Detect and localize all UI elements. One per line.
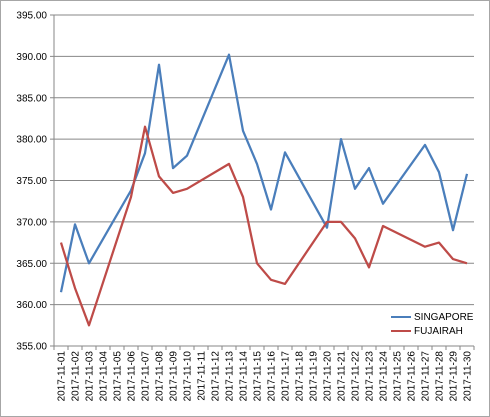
x-tick-label: 2017-11-15 bbox=[253, 351, 264, 402]
x-tick-label: 2017-11-18 bbox=[295, 351, 306, 402]
x-tick-label: 2017-11-05 bbox=[113, 351, 124, 402]
legend-label-singapore: SINGAPORE bbox=[414, 312, 474, 323]
x-tick-label: 2017-11-25 bbox=[393, 351, 404, 402]
x-tick-label: 2017-11-29 bbox=[449, 351, 460, 402]
x-tick-label: 2017-11-14 bbox=[239, 351, 250, 402]
x-tick-label: 2017-11-08 bbox=[155, 351, 166, 402]
x-tick-label: 2017-11-24 bbox=[379, 351, 390, 402]
x-tick-label: 2017-11-23 bbox=[365, 351, 376, 402]
x-tick-label: 2017-11-12 bbox=[211, 351, 222, 402]
series-line-singapore bbox=[59, 53, 469, 293]
x-tick-label: 2017-11-01 bbox=[57, 351, 68, 402]
x-tick-label: 2017-11-10 bbox=[183, 351, 194, 402]
y-tick-label: 355.00 bbox=[16, 342, 47, 353]
x-tick-label: 2017-11-04 bbox=[99, 351, 110, 402]
y-tick-label: 375.00 bbox=[16, 176, 47, 187]
series-lines bbox=[59, 53, 469, 327]
x-tick-label: 2017-11-03 bbox=[85, 351, 96, 402]
x-tick-label: 2017-11-19 bbox=[309, 351, 320, 402]
gridlines bbox=[54, 14, 474, 347]
x-tick-label: 2017-11-20 bbox=[323, 351, 334, 402]
x-tick-label: 2017-11-27 bbox=[421, 351, 432, 402]
x-tick-label: 2017-11-13 bbox=[225, 351, 236, 402]
x-tick-label: 2017-11-16 bbox=[267, 351, 278, 402]
x-tick-label: 2017-11-28 bbox=[435, 351, 446, 402]
y-axis: 355.00 360.00 365.00 370.00 375.00 380.00 385.… bbox=[16, 11, 55, 353]
legend: SINGAPORE FUJAIRAH bbox=[391, 312, 474, 337]
x-tick-label: 2017-11-26 bbox=[407, 351, 418, 402]
y-tick-label: 385.00 bbox=[16, 93, 47, 104]
x-tick-label: 2017-11-17 bbox=[281, 351, 292, 402]
x-tick-label: 2017-11-22 bbox=[351, 351, 362, 402]
y-tick-label: 370.00 bbox=[16, 217, 47, 228]
x-tick-label: 2017-11-30 bbox=[463, 351, 474, 402]
x-tick-label: 2017-11-11 bbox=[197, 351, 208, 401]
series-line-fujairah bbox=[59, 125, 468, 327]
x-tick-label: 2017-11-07 bbox=[141, 351, 152, 402]
x-axis: 2017-11-01 2017-11-02 2017-11-03 2017-11-04… bbox=[53, 345, 475, 402]
x-tick-label: 2017-11-02 bbox=[71, 351, 82, 402]
x-tick-label: 2017-11-09 bbox=[169, 351, 180, 402]
y-tick-label: 360.00 bbox=[16, 300, 47, 311]
legend-label-fujairah: FUJAIRAH bbox=[414, 326, 463, 337]
y-tick-label: 395.00 bbox=[16, 11, 47, 22]
x-tick-label: 2017-11-06 bbox=[127, 351, 138, 402]
y-tick-label: 390.00 bbox=[16, 52, 47, 63]
x-tick-label: 2017-11-21 bbox=[337, 351, 348, 402]
y-tick-label: 365.00 bbox=[16, 259, 47, 270]
y-tick-label: 380.00 bbox=[16, 135, 47, 146]
